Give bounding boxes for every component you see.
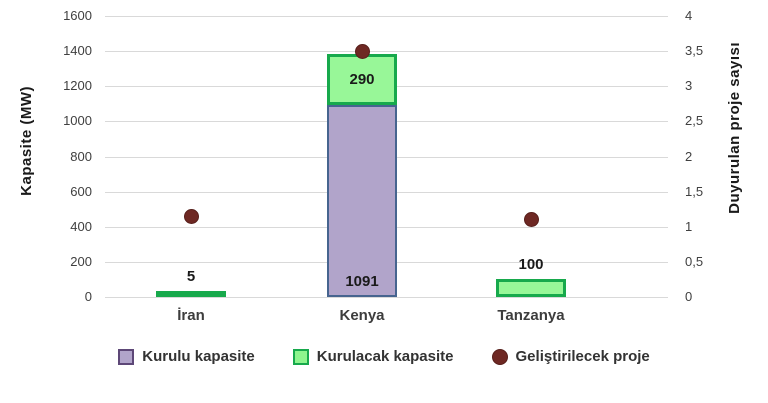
legend-label: Geliştirilecek proje <box>515 348 650 365</box>
gridline <box>105 16 668 17</box>
bar-value-label: 100 <box>518 256 544 274</box>
legend-item: Kurulacak kapasite <box>292 348 454 365</box>
left-axis-tick: 200 <box>70 253 92 269</box>
right-axis-tick: 2,5 <box>685 113 704 129</box>
project-count-dot <box>523 212 539 228</box>
bar-value-label: 5 <box>186 268 196 285</box>
legend-dot-icon <box>491 348 508 365</box>
legend-label: Kurulu kapasite <box>142 348 255 365</box>
left-axis-title: Kapasite (MW) <box>18 86 35 196</box>
right-axis-tick: 0,5 <box>685 253 704 269</box>
right-axis-tick: 3 <box>685 78 693 94</box>
legend-square-icon <box>118 348 135 365</box>
x-axis-label-tanzanya: Tanzanya <box>497 307 565 324</box>
gridline <box>105 297 668 298</box>
left-axis-tick: 400 <box>70 218 92 234</box>
right-axis-tick: 4 <box>685 8 693 23</box>
project-count-dot <box>183 208 199 224</box>
legend-item: Kurulu kapasite <box>118 348 255 365</box>
bar-segment-kenya <box>327 105 397 297</box>
chart-legend: Kurulu kapasite Kurulacak kapasite Gelişti… <box>60 348 708 365</box>
left-axis-tick: 1000 <box>63 113 92 129</box>
x-axis-label-i̇ran: İran <box>177 307 205 324</box>
left-axis-tick: 1600 <box>63 8 92 23</box>
legend-item: Geliştirilecek proje <box>491 348 650 365</box>
project-count-dot <box>354 43 370 59</box>
left-axis-tick: 1200 <box>63 78 92 94</box>
right-axis-tick: 1,5 <box>685 183 704 199</box>
right-axis-tick: 1 <box>685 218 693 234</box>
left-axis-tick: 600 <box>70 183 92 199</box>
bar-segment-i̇ran <box>156 291 226 297</box>
right-axis-title: Duyurulan proje sayısı <box>726 42 743 214</box>
right-axis-tick: 0 <box>685 289 693 304</box>
gridline <box>105 51 668 53</box>
bar-segment-tanzanya <box>496 279 566 297</box>
bar-value-label: 290 <box>349 70 375 88</box>
legend-label: Kurulacak kapasite <box>316 348 454 365</box>
left-axis-tick: 1400 <box>63 43 92 59</box>
right-axis-tick: 2 <box>685 148 693 164</box>
x-axis-label-kenya: Kenya <box>339 307 385 324</box>
legend-square-icon <box>292 348 309 365</box>
bar-value-label: 1091 <box>345 273 379 290</box>
left-axis-tick: 0 <box>84 289 92 304</box>
left-axis-tick: 800 <box>70 148 92 164</box>
right-axis-tick: 3,5 <box>685 43 704 59</box>
